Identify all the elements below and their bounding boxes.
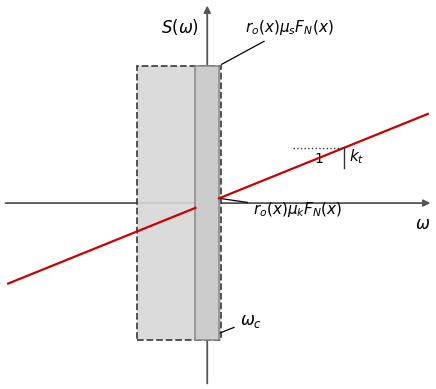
Text: $k_t$: $k_t$ — [349, 147, 364, 166]
Text: $r_o(x)\mu_s F_N(x)$: $r_o(x)\mu_s F_N(x)$ — [221, 18, 334, 65]
Text: $r_o(x)\mu_k F_N(x)$: $r_o(x)\mu_k F_N(x)$ — [222, 199, 342, 219]
Text: $1$: $1$ — [314, 152, 324, 166]
Text: $S(\omega)$: $S(\omega)$ — [161, 17, 199, 37]
Bar — [195, 66, 219, 340]
Text: $\omega_c$: $\omega_c$ — [211, 312, 262, 336]
Bar — [137, 66, 221, 340]
Text: $\omega$: $\omega$ — [416, 214, 430, 233]
